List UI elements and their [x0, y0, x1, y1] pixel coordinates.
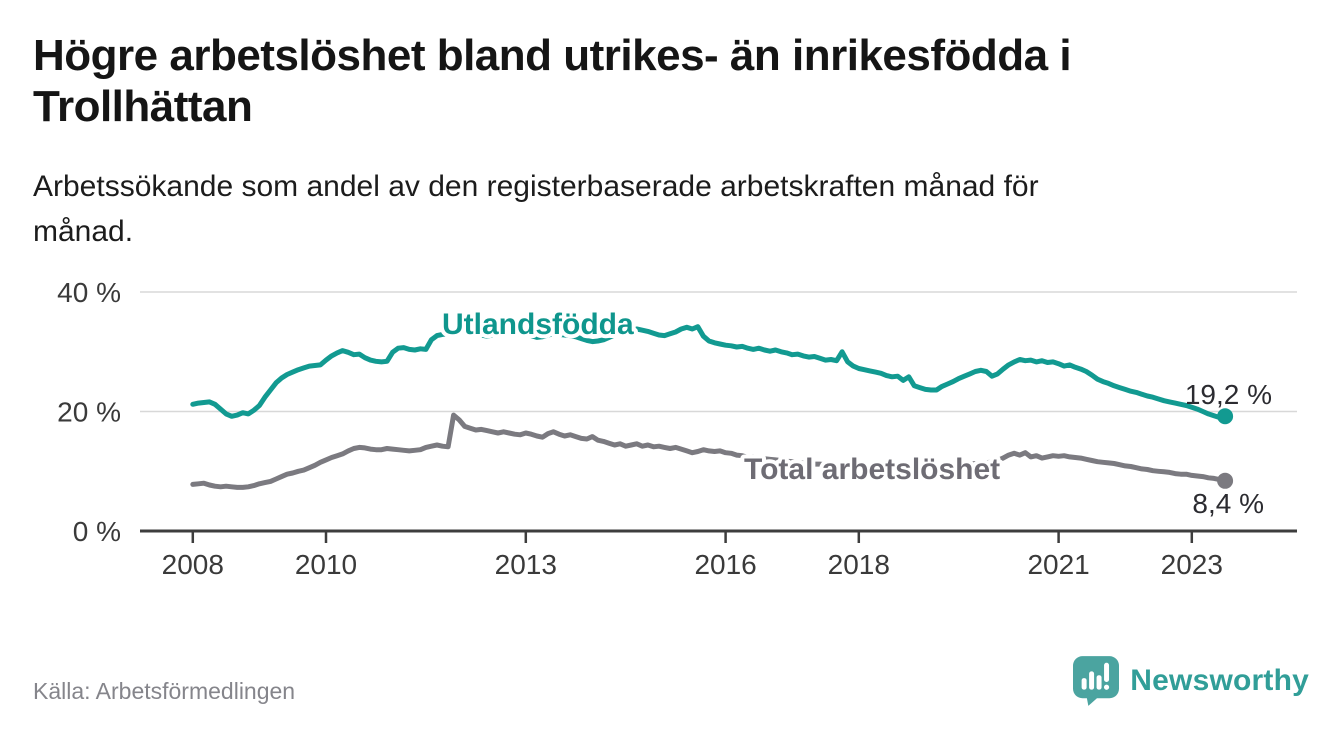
series-label-0: Utlandsfödda [442, 308, 634, 341]
y-tick-label: 0 % [73, 516, 121, 547]
series-end-dot-1 [1217, 472, 1234, 489]
page-title-line1: Högre arbetslöshet bland utrikes- än inr… [33, 31, 1072, 80]
series-line-1 [190, 412, 1228, 490]
x-tick-label: 2021 [1027, 549, 1089, 580]
exclamation-bar [1104, 662, 1110, 682]
x-tick-label: 2010 [295, 549, 357, 580]
y-tick-label: 40 % [57, 277, 121, 308]
newsworthy-logo: Newsworthy [1073, 656, 1309, 706]
bar-1 [1081, 678, 1087, 690]
newsworthy-bubble-chart-icon [1073, 656, 1120, 706]
x-tick-label: 2008 [162, 549, 224, 580]
source-note: Källa: Arbetsförmedlingen [33, 678, 296, 704]
series-label-1: Total arbetslöshet [744, 453, 1000, 486]
bar-3 [1096, 675, 1102, 690]
x-tick-label: 2016 [694, 549, 756, 580]
x-tick-label: 2013 [495, 549, 557, 580]
speech-bubble-shape [1073, 656, 1120, 706]
page-subtitle: Arbetssökande som andel av den registerb… [33, 164, 1303, 254]
page-title-line2: Trollhättan [33, 82, 253, 132]
series-end-value-1: 8,4 % [1192, 488, 1264, 519]
page-subtitle-line1: Arbetssökande som andel av den registerb… [33, 170, 1039, 203]
x-tick-label: 2023 [1161, 549, 1223, 580]
series-end-value-0: 19,2 % [1185, 379, 1272, 410]
page-subtitle-line2: månad. [33, 215, 134, 248]
series-end-dot-0 [1217, 408, 1234, 425]
x-tick-label: 2018 [828, 549, 890, 580]
page-title: Högre arbetslöshet bland utrikes- än inr… [33, 30, 1303, 132]
y-tick-label: 20 % [57, 397, 121, 428]
exclamation-dot [1104, 684, 1110, 690]
newsworthy-wordmark: Newsworthy [1130, 664, 1309, 697]
series-line-0 [190, 324, 1228, 420]
bar-2 [1089, 671, 1095, 690]
